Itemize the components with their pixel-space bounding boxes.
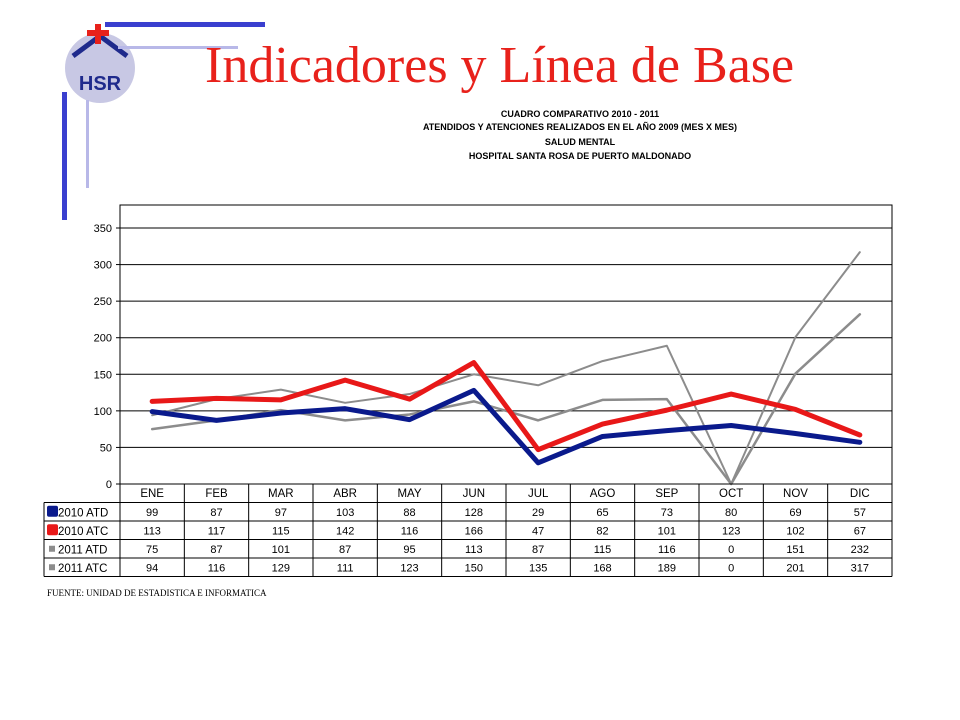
category-label: ABR: [333, 488, 357, 500]
table-cell-value: 116: [401, 525, 419, 537]
legend-swatch: [47, 524, 58, 536]
decor-bar-top-blue: [105, 22, 265, 27]
category-label: JUN: [463, 488, 485, 500]
logo-cross-horizontal: [87, 30, 109, 36]
series-label: 2011 ATD: [58, 544, 107, 556]
table-cell-value: 317: [851, 562, 869, 574]
y-tick-label: 150: [94, 369, 112, 381]
table-cell-value: 111: [337, 562, 354, 574]
series-line-2010-atc: [149, 360, 863, 453]
table-cell-value: 65: [596, 507, 608, 519]
decor-bar-left-blue: [62, 92, 67, 220]
table-cell-value: 129: [272, 562, 290, 574]
table-cell-value: 47: [532, 525, 544, 537]
logo-lettering: HSR: [79, 73, 122, 95]
table-cell-value: 87: [339, 544, 351, 556]
chart-heading-line-2: ATENDIDOS Y ATENCIONES REALIZADOS EN EL …: [422, 122, 738, 132]
y-tick-label: 50: [100, 442, 112, 454]
table-cell-value: 95: [403, 544, 415, 556]
table-cell-value: 232: [851, 544, 869, 556]
table-cell-value: 116: [658, 544, 676, 556]
y-tick-label: 300: [94, 260, 112, 272]
table-cell-value: 115: [272, 525, 290, 537]
series-label: 2010 ATD: [58, 507, 108, 519]
decor-bar-top-light: [118, 46, 238, 49]
table-cell-value: 97: [275, 507, 287, 519]
series-label: 2010 ATC: [58, 526, 108, 538]
y-tick-label: 0: [106, 479, 112, 491]
table-cell-value: 82: [596, 525, 608, 537]
category-label: MAR: [268, 488, 294, 500]
category-label: ENE: [140, 488, 164, 500]
category-label: OCT: [719, 488, 743, 500]
y-tick-label: 200: [94, 333, 112, 345]
chart-heading-line-1: CUADRO COMPARATIVO 2010 - 2011: [500, 109, 660, 119]
table-cell-value: 99: [146, 507, 158, 519]
category-label: FEB: [205, 488, 228, 500]
table-cell-value: 87: [532, 544, 544, 556]
legend-swatch: [49, 564, 55, 571]
category-label: NOV: [783, 488, 808, 500]
table-cell-value: 69: [789, 507, 801, 519]
table-cell-value: 201: [786, 562, 804, 574]
table-cell-value: 101: [658, 525, 676, 537]
legend-swatch: [47, 505, 58, 517]
series-label: 2011 ATC: [58, 563, 107, 575]
series-line-2011-atc: [151, 251, 861, 485]
table-cell-value: 103: [336, 507, 354, 519]
table-cell-value: 73: [661, 507, 673, 519]
table-cell-value: 94: [146, 562, 158, 574]
table-cell-value: 29: [532, 507, 544, 519]
chart-heading-line-3: SALUD MENTAL: [544, 137, 616, 147]
y-tick-label: 250: [94, 296, 112, 308]
table-cell-value: 87: [210, 507, 222, 519]
category-label: JUL: [528, 488, 549, 500]
table-cell-value: 189: [658, 562, 676, 574]
table-cell-value: 116: [208, 562, 226, 574]
decor-bar-left-light: [86, 100, 89, 188]
table-cell-value: 87: [210, 544, 222, 556]
table-cell-value: 115: [594, 544, 612, 556]
y-tick-label: 100: [94, 406, 112, 418]
legend-swatch: [49, 545, 55, 552]
series-line-2010-atd: [149, 387, 863, 466]
category-label: SEP: [655, 488, 678, 500]
table-cell-value: 150: [465, 562, 483, 574]
table-cell-value: 75: [146, 544, 158, 556]
category-label: MAY: [397, 488, 421, 500]
table-cell-value: 80: [725, 507, 737, 519]
table-cell-value: 57: [854, 507, 866, 519]
table-cell-value: 166: [465, 525, 483, 537]
table-cell-value: 168: [593, 562, 611, 574]
chart-heading-line-4: HOSPITAL SANTA ROSA DE PUERTO MALDONADO: [468, 151, 692, 161]
table-cell-value: 135: [529, 562, 547, 574]
table-cell-value: 0: [728, 562, 734, 574]
table-cell-value: 88: [403, 507, 415, 519]
table-cell-value: 142: [336, 525, 354, 537]
table-cell-value: 113: [143, 525, 161, 537]
table-cell-value: 123: [400, 562, 418, 574]
table-cell-value: 101: [272, 544, 290, 556]
y-tick-label: 350: [94, 223, 112, 235]
category-label: DIC: [850, 488, 870, 500]
table-cell-value: 102: [786, 525, 804, 537]
table-cell-value: 67: [854, 525, 866, 537]
table-cell-value: 117: [208, 525, 226, 537]
table-cell-value: 0: [728, 544, 734, 556]
table-cell-value: 128: [465, 507, 483, 519]
table-cell-value: 123: [722, 525, 740, 537]
plot-area: [119, 204, 893, 485]
category-label: AGO: [590, 488, 616, 500]
table-cell-value: 113: [465, 544, 483, 556]
source-note: FUENTE: UNIDAD DE ESTADISTICA E INFORMAT…: [47, 588, 267, 598]
hospital-logo: HSR: [65, 24, 135, 103]
table-cell-value: 151: [786, 544, 804, 556]
slide-title: Indicadores y Línea de Base: [205, 37, 795, 94]
